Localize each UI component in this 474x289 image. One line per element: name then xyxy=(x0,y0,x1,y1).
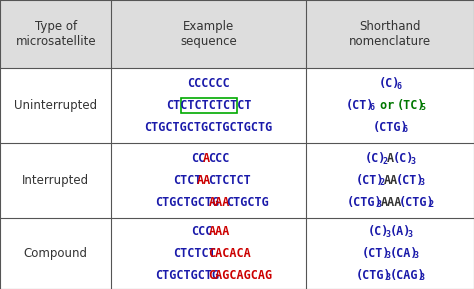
Bar xyxy=(181,97,237,113)
Text: (CTG): (CTG) xyxy=(399,196,434,209)
Text: 3: 3 xyxy=(408,230,413,239)
Text: CAGCAGCAG: CAGCAGCAG xyxy=(209,269,273,282)
Text: 3: 3 xyxy=(419,178,425,188)
Text: or: or xyxy=(373,99,402,112)
Bar xyxy=(0,0,474,68)
Text: Shorthand
nomenclature: Shorthand nomenclature xyxy=(349,20,431,48)
Text: (C): (C) xyxy=(379,77,400,90)
Text: Interrupted: Interrupted xyxy=(22,174,89,187)
Text: Example
sequence: Example sequence xyxy=(180,20,237,48)
Text: Type of
microsatellite: Type of microsatellite xyxy=(15,20,96,48)
Text: (CT): (CT) xyxy=(362,247,391,260)
Text: CACACA: CACACA xyxy=(209,247,251,260)
Text: A: A xyxy=(202,153,210,165)
Text: CTGCTGCTGCTGCTGCTG: CTGCTGCTGCTGCTGCTG xyxy=(145,121,273,134)
Text: 3: 3 xyxy=(386,251,391,260)
Text: 2: 2 xyxy=(428,200,433,209)
Text: (TC): (TC) xyxy=(397,99,426,112)
Text: (CT): (CT) xyxy=(356,174,384,187)
Text: (C): (C) xyxy=(365,153,386,165)
Text: CTCTCT: CTCTCT xyxy=(209,174,251,187)
Text: 5: 5 xyxy=(421,103,426,112)
Text: (A): (A) xyxy=(390,225,411,238)
Text: 6: 6 xyxy=(397,81,401,91)
Text: 3: 3 xyxy=(413,251,419,260)
Text: 3: 3 xyxy=(410,157,416,166)
Text: CC: CC xyxy=(191,153,205,165)
Text: CCC: CCC xyxy=(209,153,230,165)
Text: 2: 2 xyxy=(383,157,388,166)
Text: (CT): (CT) xyxy=(346,99,374,112)
Text: (C): (C) xyxy=(368,225,389,238)
Text: 2: 2 xyxy=(380,178,385,188)
Text: AAA: AAA xyxy=(209,225,230,238)
Text: 3: 3 xyxy=(419,273,425,282)
Text: (CT): (CT) xyxy=(396,174,424,187)
Text: CTCTCT: CTCTCT xyxy=(173,247,216,260)
Text: A: A xyxy=(387,153,394,165)
Text: (CTG): (CTG) xyxy=(347,196,383,209)
Text: CTGCTGCTG: CTGCTGCTG xyxy=(155,196,219,209)
Text: CTGCTGCTG: CTGCTGCTG xyxy=(155,269,219,282)
Text: AA: AA xyxy=(197,174,211,187)
Text: (C): (C) xyxy=(393,153,414,165)
Text: CTGCTG: CTGCTG xyxy=(227,196,269,209)
Text: AAA: AAA xyxy=(209,196,230,209)
Text: CTCT: CTCT xyxy=(173,174,201,187)
Text: (CAG): (CAG) xyxy=(390,269,426,282)
Text: 6: 6 xyxy=(369,103,374,112)
Text: 3: 3 xyxy=(377,200,382,209)
Text: 3: 3 xyxy=(386,273,391,282)
Text: Compound: Compound xyxy=(24,247,88,260)
Text: 6: 6 xyxy=(402,125,408,134)
Text: CTCTCTCTCTCT: CTCTCTCTCTCT xyxy=(166,99,251,112)
Text: (CTG): (CTG) xyxy=(356,269,392,282)
Text: 3: 3 xyxy=(386,230,391,239)
Text: (CTG): (CTG) xyxy=(373,121,409,134)
Text: CCC: CCC xyxy=(191,225,212,238)
Text: (CA): (CA) xyxy=(390,247,419,260)
Text: AA: AA xyxy=(384,174,398,187)
Text: CCCCCC: CCCCCC xyxy=(187,77,230,90)
Text: AAA: AAA xyxy=(381,196,402,209)
Text: Uninterrupted: Uninterrupted xyxy=(14,99,97,112)
